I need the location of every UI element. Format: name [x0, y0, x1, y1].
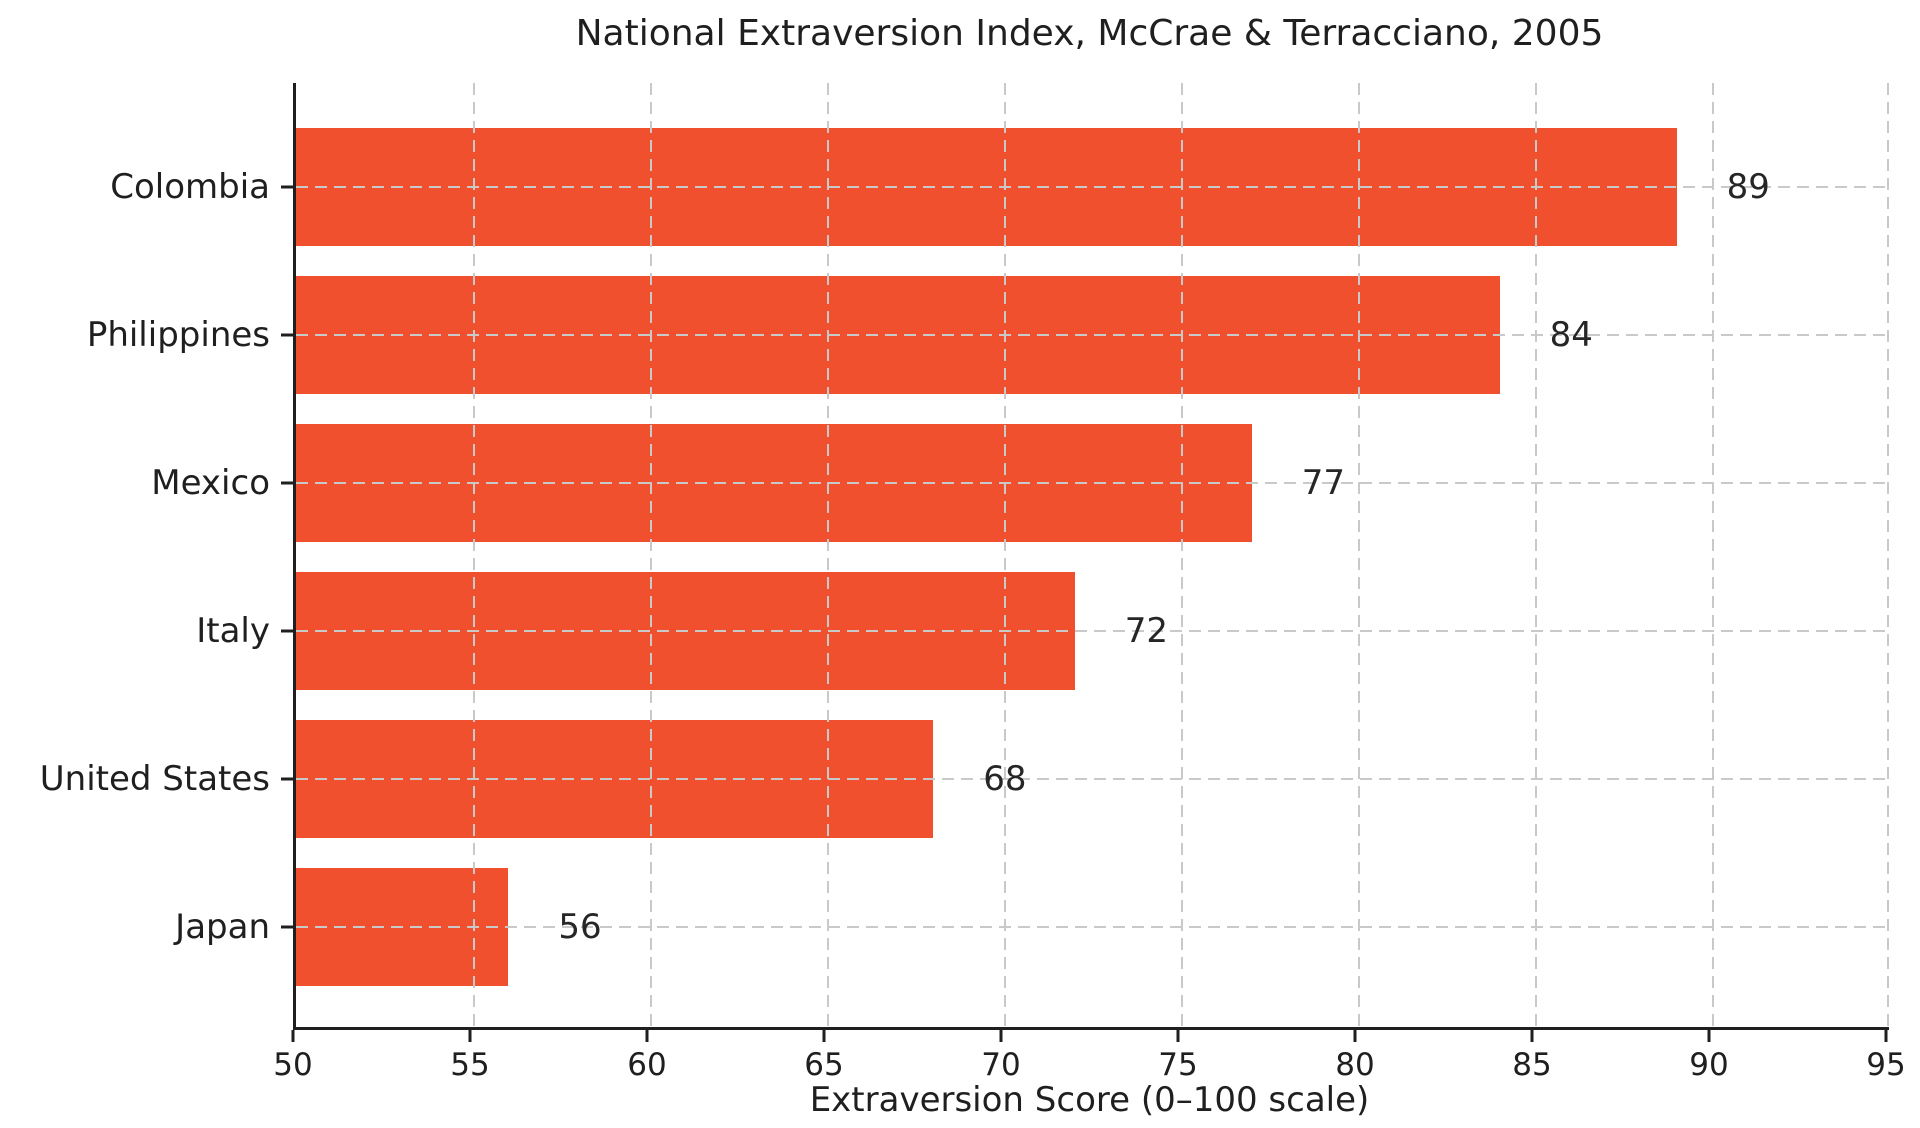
horizontal-gridline — [296, 778, 1889, 780]
x-tick-label: 55 — [450, 1047, 490, 1083]
x-tick-mark — [822, 1030, 826, 1042]
value-label-philippines: 84 — [1549, 315, 1593, 355]
x-tick-label: 90 — [1689, 1047, 1729, 1083]
y-tick-mark — [281, 629, 293, 633]
vertical-gridline — [1712, 83, 1714, 1027]
horizontal-gridline — [296, 482, 1889, 484]
x-axis-label: Extraversion Score (0–100 scale) — [809, 1080, 1370, 1120]
category-label-united-states: United States — [39, 759, 270, 799]
y-tick-mark — [281, 777, 293, 781]
category-label-japan: Japan — [175, 907, 270, 947]
horizontal-gridline — [296, 926, 1889, 928]
value-label-united-states: 68 — [983, 759, 1027, 799]
x-tick-mark — [291, 1030, 295, 1042]
vertical-gridline — [1181, 83, 1183, 1027]
x-tick-label: 75 — [1158, 1047, 1198, 1083]
y-tick-mark — [281, 481, 293, 485]
x-tick-mark — [1707, 1030, 1711, 1042]
x-tick-label: 85 — [1512, 1047, 1552, 1083]
value-label-colombia: 89 — [1726, 167, 1770, 207]
vertical-gridline — [1358, 83, 1360, 1027]
x-tick-label: 50 — [273, 1047, 313, 1083]
vertical-gridline — [1004, 83, 1006, 1027]
horizontal-gridline — [296, 334, 1889, 336]
x-tick-label: 65 — [804, 1047, 844, 1083]
x-tick-mark — [645, 1030, 649, 1042]
horizontal-gridline — [296, 630, 1889, 632]
x-tick-label: 80 — [1335, 1047, 1375, 1083]
x-tick-mark — [1353, 1030, 1357, 1042]
x-tick-mark — [1176, 1030, 1180, 1042]
x-tick-mark — [1530, 1030, 1534, 1042]
category-label-italy: Italy — [196, 611, 270, 651]
vertical-gridline — [1535, 83, 1537, 1027]
value-label-mexico: 77 — [1301, 463, 1346, 503]
x-tick-mark — [999, 1030, 1003, 1042]
y-tick-mark — [281, 333, 293, 337]
value-label-japan: 56 — [558, 907, 602, 947]
x-tick-mark — [468, 1030, 472, 1042]
category-label-philippines: Philippines — [86, 315, 270, 355]
vertical-gridline — [1887, 83, 1889, 1027]
y-tick-mark — [281, 925, 293, 929]
chart-title: National Extraversion Index, McCrae & Te… — [575, 13, 1604, 54]
y-tick-mark — [281, 185, 293, 189]
x-tick-label: 70 — [981, 1047, 1021, 1083]
category-label-colombia: Colombia — [110, 167, 270, 207]
category-label-mexico: Mexico — [151, 463, 270, 503]
vertical-gridline — [473, 83, 475, 1027]
value-label-italy: 72 — [1124, 611, 1169, 651]
vertical-gridline — [650, 83, 652, 1027]
x-tick-mark — [1884, 1030, 1888, 1042]
horizontal-gridline — [296, 186, 1889, 188]
x-tick-label: 60 — [627, 1047, 667, 1083]
plot-area: 89 84 77 72 68 56 — [293, 83, 1889, 1030]
x-tick-label: 95 — [1866, 1047, 1906, 1083]
vertical-gridline — [827, 83, 829, 1027]
